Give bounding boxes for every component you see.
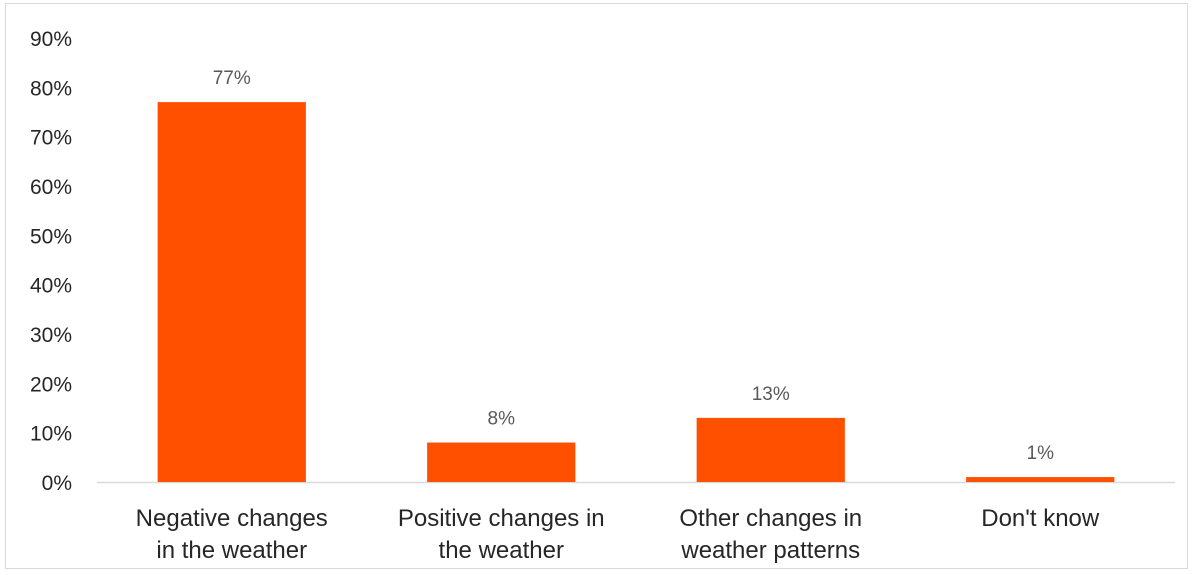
category-label: weather patterns [680,537,860,564]
bar [966,477,1115,482]
y-tick-label: 0% [42,472,72,495]
data-label: 77% [213,68,251,89]
y-tick-label: 80% [30,77,72,100]
data-label: 13% [752,384,790,405]
y-axis-ticks: 0% 10% 20% 30% 40% 50% 60% 70% 80% 90% [30,28,72,495]
data-label: 1% [1027,443,1055,464]
bar [427,442,576,482]
category-label: in the weather [156,537,307,564]
y-tick-label: 40% [30,275,72,298]
y-tick-label: 90% [30,28,72,51]
category-labels: Negative changes in the weather Positive c… [136,505,1100,564]
y-tick-label: 10% [30,423,72,446]
bars [157,102,1115,482]
category-label: Other changes in [679,505,862,532]
y-tick-label: 50% [30,225,72,248]
category-label: Negative changes [136,505,328,532]
category-label: the weather [439,537,564,564]
category-label: Don't know [981,505,1100,532]
y-tick-label: 60% [30,176,72,199]
category-label: Positive changes in [398,505,605,532]
y-tick-label: 70% [30,127,72,150]
y-tick-label: 30% [30,324,72,347]
data-label: 8% [488,409,516,430]
y-tick-label: 20% [30,373,72,396]
bar [696,417,845,482]
bar [157,102,306,482]
data-labels: 77% 8% 13% 1% [213,68,1054,464]
